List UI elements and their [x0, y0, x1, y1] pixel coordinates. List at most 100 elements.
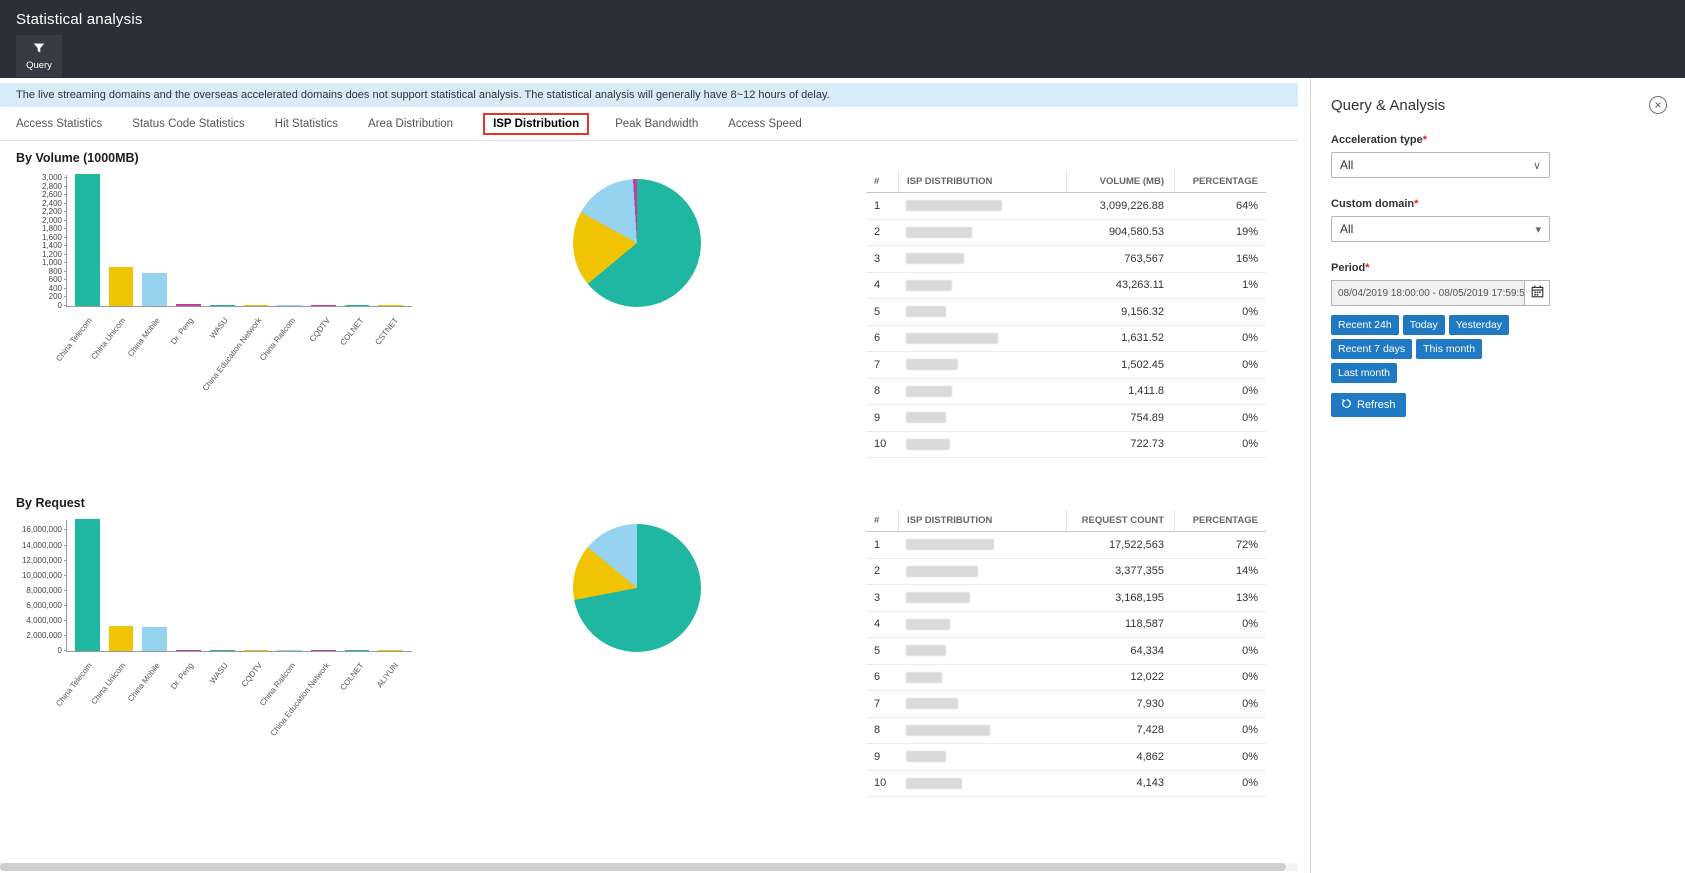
horizontal-scrollbar[interactable] [0, 863, 1298, 871]
y-axis-tick [64, 296, 67, 298]
percentage-cell: 0% [1242, 618, 1258, 631]
x-axis-label: China Railcom [258, 316, 298, 363]
x-axis-label: CQDTV [307, 316, 332, 344]
percentage-cell: 0% [1242, 777, 1258, 790]
yesterday-button[interactable]: Yesterday [1448, 315, 1510, 335]
rank-cell: 9 [874, 411, 881, 424]
y-axis-tick [64, 589, 67, 591]
y-axis-tick-label: 10,000,000 [21, 570, 62, 580]
redacted-isp-name [906, 618, 950, 630]
rank-cell: 3 [874, 252, 881, 265]
value-cell: 43,263.11 [1115, 279, 1164, 292]
value-cell: 763,567 [1124, 252, 1164, 265]
x-axis-label: China Mobile [125, 316, 162, 359]
x-axis-label: WASU [207, 316, 230, 341]
custom-domain-value: All [1340, 222, 1354, 236]
y-axis-tick [64, 219, 67, 221]
bar-china-mobile [142, 627, 168, 651]
x-axis-label: Dr. Peng [169, 661, 196, 692]
isp-cell [898, 253, 1066, 265]
rank-cell: 8 [874, 385, 881, 398]
last-month-button[interactable]: Last month [1331, 363, 1397, 383]
redacted-isp-name [906, 279, 952, 291]
acceleration-type-label: Acceleration type* [1331, 134, 1427, 146]
table-row: 10 4,143 0% [866, 771, 1266, 797]
horizontal-scrollbar-thumb[interactable] [0, 863, 1286, 871]
calendar-button[interactable] [1524, 280, 1550, 306]
filter-icon [33, 42, 45, 57]
y-axis-tick-label: 6,000,000 [26, 600, 62, 610]
bar-china-mobile [142, 273, 168, 306]
isp-cell [898, 359, 1066, 371]
bars [67, 519, 412, 651]
close-icon: × [1654, 98, 1662, 112]
column-header-isp-distribution: ISP DISTRIBUTION [898, 510, 1066, 531]
redacted-isp-name [906, 200, 1002, 212]
recent-7-days-button[interactable]: Recent 7 days [1331, 339, 1413, 359]
value-cell: 4,862 [1136, 750, 1164, 763]
rank-cell: 6 [874, 332, 881, 345]
tab-status-code-statistics[interactable]: Status Code Statistics [132, 117, 245, 130]
period-input[interactable]: 08/04/2019 18:00:00 - 08/05/2019 17:59:5… [1331, 280, 1524, 306]
tab-area-distribution[interactable]: Area Distribution [368, 117, 454, 130]
this-month-button[interactable]: This month [1416, 339, 1483, 359]
rank-cell: 1 [874, 199, 881, 212]
percentage-cell: 19% [1235, 226, 1258, 239]
value-cell: 7,930 [1136, 697, 1164, 710]
bar-cqdtv [243, 650, 269, 651]
column-header-percentage: PERCENTAGE [1174, 510, 1266, 531]
percentage-cell: 0% [1242, 697, 1258, 710]
x-axis-label: WASU [207, 661, 230, 686]
value-cell: 1,411.8 [1128, 385, 1164, 398]
refresh-button[interactable]: Refresh [1331, 393, 1406, 417]
percentage-cell: 1% [1242, 279, 1258, 292]
chevron-down-icon: ∨ [1532, 159, 1541, 172]
percentage-cell: 0% [1242, 385, 1258, 398]
y-axis-tick [64, 287, 67, 289]
y-axis-tick-label: 1,600 [41, 232, 62, 242]
close-button[interactable]: × [1649, 96, 1667, 114]
isp-cell [898, 698, 1066, 710]
x-axis-label: CSTNET [372, 316, 400, 347]
app-header: Statistical analysis Query [0, 0, 1685, 78]
isp-cell [898, 565, 1066, 577]
value-cell: 118,587 [1125, 618, 1164, 631]
request-pie-chart [573, 524, 701, 652]
today-button[interactable]: Today [1402, 315, 1445, 335]
rank-cell: 6 [874, 671, 881, 684]
y-axis-tick-label: 16,000,000 [21, 525, 62, 535]
tab-peak-bandwidth[interactable]: Peak Bandwidth [615, 117, 699, 130]
rank-cell: 10 [874, 438, 887, 451]
x-axis-label: China Unicom [89, 661, 128, 707]
tab-access-statistics[interactable]: Access Statistics [16, 117, 103, 130]
x-axis-label: China Unicom [89, 316, 128, 362]
y-axis-tick [64, 604, 67, 606]
value-cell: 3,377,355 [1115, 565, 1164, 578]
y-axis-tick-label: 1,200 [41, 249, 62, 259]
value-cell: 4,143 [1136, 777, 1164, 790]
y-axis-tick-label: 800 [48, 266, 62, 276]
bar-china-railcom [277, 305, 302, 306]
percentage-cell: 0% [1242, 332, 1258, 345]
bar-china-education-network [243, 305, 269, 306]
isp-cell [898, 671, 1066, 683]
isp-cell [898, 306, 1066, 318]
tab-access-speed[interactable]: Access Speed [728, 117, 802, 130]
tab-isp-distribution[interactable]: ISP Distribution [483, 112, 590, 135]
query-button-label: Query [26, 59, 52, 71]
y-axis-tick [64, 236, 67, 238]
value-cell: 7,428 [1136, 724, 1164, 737]
y-axis-tick [64, 634, 67, 636]
isp-cell [898, 618, 1066, 630]
recent-24h-button[interactable]: Recent 24h [1331, 315, 1399, 335]
column-header-request-count: REQUEST COUNT [1066, 510, 1174, 531]
y-axis-tick [64, 253, 67, 255]
custom-domain-select[interactable]: All ▾ [1331, 216, 1550, 242]
percentage-cell: 0% [1242, 411, 1258, 424]
y-axis-tick-label: 2,000 [41, 215, 62, 225]
acceleration-type-select[interactable]: All ∨ [1331, 152, 1550, 178]
tab-hit-statistics[interactable]: Hit Statistics [274, 117, 339, 130]
x-axis-label: China Education Network [200, 316, 264, 393]
y-axis-tick-label: 2,000,000 [26, 630, 62, 640]
query-button[interactable]: Query [16, 35, 62, 77]
